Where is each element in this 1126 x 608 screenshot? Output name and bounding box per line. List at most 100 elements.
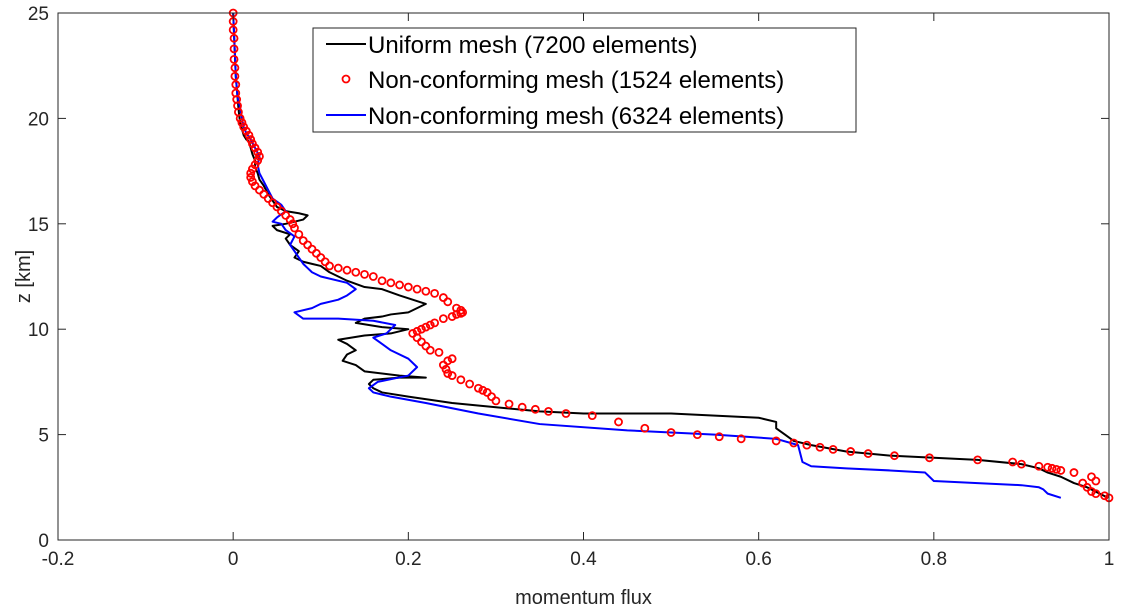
series-2-marker [456, 305, 466, 315]
series-2-marker [1052, 464, 1061, 474]
series-2-marker [230, 63, 240, 73]
series-2-marker [298, 236, 308, 246]
series-2-marker [544, 407, 553, 416]
series-2-marker [456, 375, 466, 385]
series-2-marker [229, 44, 239, 54]
y-tick-label: 0 [38, 531, 49, 552]
series-2-marker [417, 324, 426, 334]
series-2-marker [458, 307, 468, 317]
x-tick-label: 0 [228, 549, 239, 570]
x-tick-label: 0.4 [570, 549, 597, 570]
series-2-marker [530, 404, 540, 414]
series-2-marker [828, 444, 838, 454]
series-2-marker [517, 402, 527, 412]
series-2-marker [294, 229, 304, 239]
series-2-marker [290, 223, 299, 233]
series-2-marker [789, 438, 799, 448]
series-2-marker [246, 173, 256, 182]
series-2-marker [473, 383, 483, 393]
series-2-marker [228, 25, 238, 35]
series-2-marker [438, 314, 448, 324]
legend: Uniform mesh (7200 elements) Non-conformi… [312, 27, 857, 133]
legend-item-2-swatch [341, 74, 351, 84]
series-2-marker [1043, 462, 1053, 472]
series-2-marker [230, 71, 240, 81]
series-2-marker [1078, 478, 1088, 488]
series-2-marker [1034, 461, 1044, 471]
series-2-marker [239, 122, 249, 132]
series-2-marker [890, 451, 899, 461]
y-tick-label: 20 [28, 109, 49, 130]
series-2-marker [425, 320, 435, 330]
series-2-marker [237, 118, 247, 128]
series-2-marker [1069, 468, 1079, 477]
series-layer [228, 8, 1114, 503]
series-2-marker [351, 267, 361, 277]
series-2-marker [408, 329, 418, 338]
x-tick-label: 1 [1104, 549, 1115, 570]
legend-item-2-label: Non-conforming mesh (1524 elements) [368, 67, 784, 94]
series-2-marker [342, 265, 352, 275]
series-2-marker [421, 286, 431, 296]
series-2-marker [246, 168, 256, 178]
series-2-marker [1017, 459, 1026, 469]
x-tick-label: 0.6 [745, 549, 771, 570]
series-2-marker [421, 322, 431, 332]
series-2-marker [452, 303, 461, 313]
series-2-marker [368, 272, 378, 281]
x-axis-label: momentum flux [515, 587, 652, 608]
x-tick-label: 0.8 [921, 549, 947, 570]
series-2-marker [333, 263, 343, 273]
series-2-marker [412, 326, 422, 336]
series-2-marker [815, 442, 825, 452]
series-2-marker [443, 356, 453, 366]
legend-item-1-label: Uniform mesh (7200 elements) [368, 32, 697, 59]
series-2-marker [231, 80, 241, 90]
series-2-marker [360, 269, 369, 279]
series-2-marker [395, 280, 404, 290]
series-2-marker [430, 318, 440, 328]
series-2-marker [1008, 457, 1018, 467]
series-2-marker [736, 434, 746, 444]
series-2-marker [229, 54, 239, 64]
series-2-marker [1100, 491, 1110, 501]
series-2-marker [561, 409, 571, 418]
series-2-marker [1047, 463, 1057, 473]
y-tick-label: 15 [28, 215, 49, 236]
y-tick-label: 5 [38, 426, 49, 447]
series-2-marker [771, 436, 781, 446]
series-2-marker [587, 411, 597, 421]
series-2-marker [465, 379, 475, 389]
x-tick-label: -0.2 [42, 549, 75, 570]
series-2-marker [434, 347, 444, 357]
series-2-marker [1087, 472, 1096, 482]
series-2-markers [228, 8, 1114, 503]
series-2-marker [438, 293, 448, 302]
x-axis-ticks: -0.2 0 0.2 0.4 0.6 0.8 1 [42, 13, 1115, 570]
series-2-marker [231, 88, 241, 98]
series-2-marker [1056, 466, 1066, 475]
legend-box [312, 27, 857, 133]
y-tick-label: 25 [28, 4, 49, 25]
series-2-marker [403, 282, 413, 292]
legend-item-3-label: Non-conforming mesh (6324 elements) [368, 103, 784, 130]
series-2-marker [973, 455, 983, 465]
series-2-marker [447, 312, 457, 321]
series-2-marker [386, 278, 396, 288]
y-axis-ticks: 0 5 10 15 20 25 [28, 4, 1109, 552]
series-2-marker [478, 385, 488, 395]
series-2-marker [443, 369, 453, 378]
series-2-marker [504, 399, 514, 409]
series-2-marker [246, 135, 256, 144]
series-2-marker [412, 284, 422, 294]
series-2-marker [447, 354, 457, 364]
series-2-marker [863, 449, 873, 458]
series-2-marker [253, 156, 263, 165]
series-2-marker [482, 388, 492, 397]
series-2-marker [430, 288, 440, 298]
y-axis-label: z [km] [13, 250, 35, 303]
series-2-marker [692, 430, 702, 440]
series-2-marker [925, 453, 934, 463]
series-2-marker [666, 428, 676, 437]
series-2-marker [377, 276, 387, 286]
